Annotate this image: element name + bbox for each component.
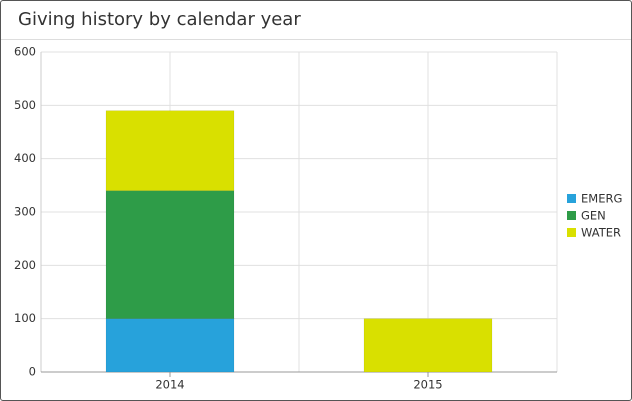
y-tick-label: 300 [14,205,36,219]
bar-segment [105,110,235,191]
legend-label: WATER [581,226,621,240]
chart-title: Giving history by calendar year [18,9,301,30]
y-tick-label: 500 [14,98,36,112]
bar-segment [363,318,493,373]
y-tick-label: 0 [29,365,36,379]
legend-swatch [567,194,576,203]
legend-swatch [567,228,576,237]
legend-swatch [567,211,576,220]
separator [1,39,631,40]
bar-segment [105,318,235,373]
x-tick-label: 2014 [155,378,184,392]
bar-segment [105,190,235,319]
y-tick-label: 200 [14,258,36,272]
y-tick-label: 100 [14,311,36,325]
y-tick-label: 400 [14,151,36,165]
x-tick-label: 2015 [413,378,442,392]
legend-label: GEN [581,209,606,223]
legend-label: EMERG [581,192,622,206]
y-tick-label: 600 [14,45,36,59]
